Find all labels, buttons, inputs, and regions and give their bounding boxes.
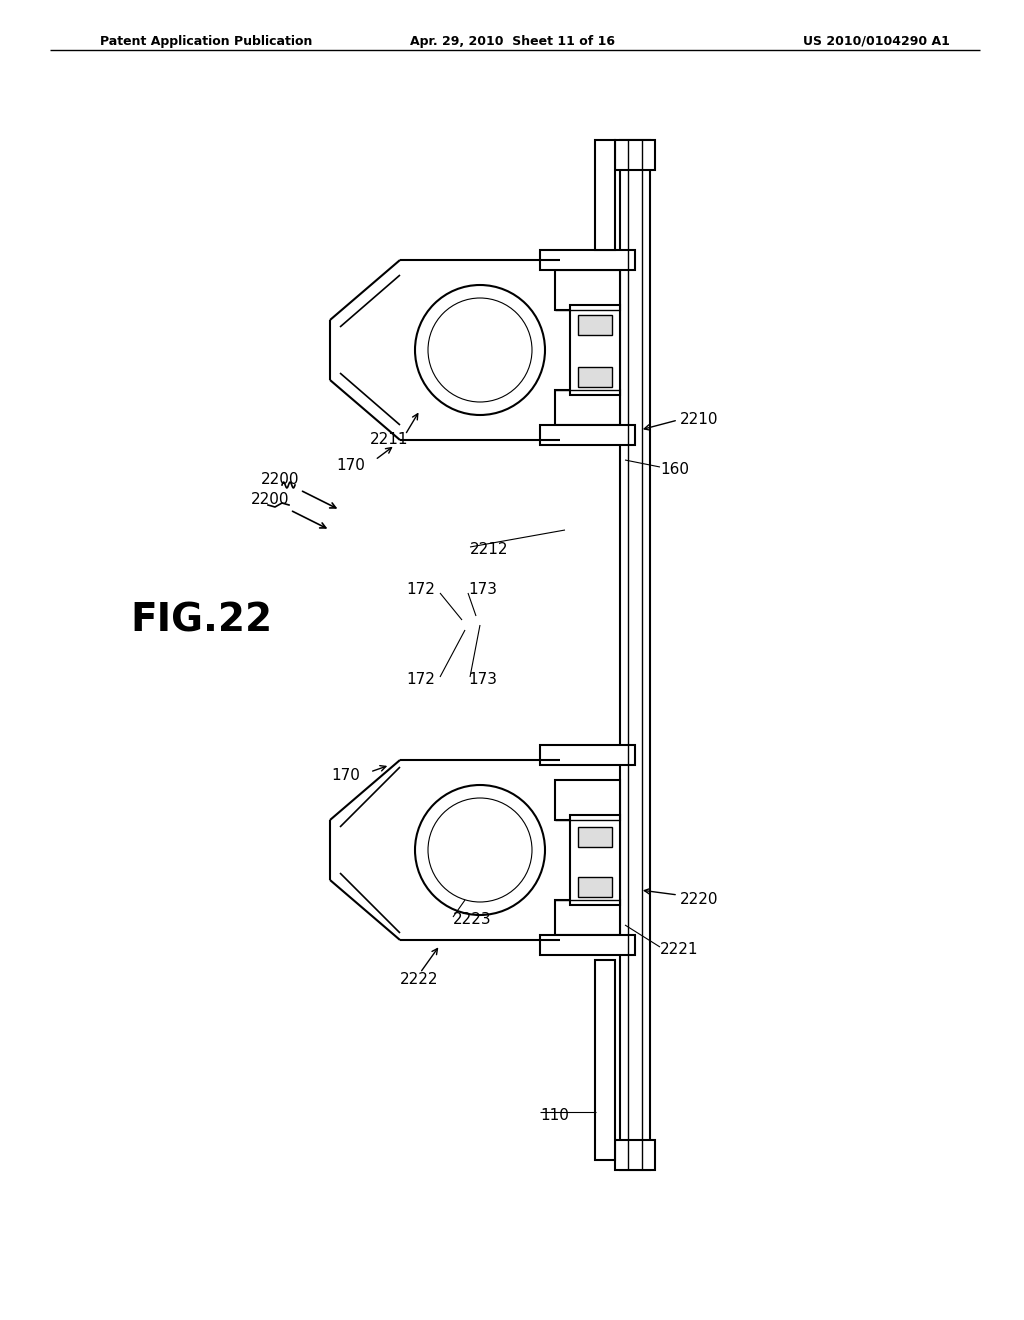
Text: 173: 173 bbox=[468, 582, 497, 598]
Bar bbox=[570, 305, 620, 395]
Bar bbox=[615, 1140, 655, 1170]
Text: 160: 160 bbox=[660, 462, 689, 478]
Bar bbox=[578, 367, 612, 387]
Text: 2200: 2200 bbox=[251, 492, 289, 507]
Bar bbox=[555, 389, 620, 425]
Bar bbox=[540, 935, 635, 954]
Text: 173: 173 bbox=[468, 672, 497, 688]
Bar bbox=[570, 814, 620, 906]
Text: 2211: 2211 bbox=[370, 433, 409, 447]
Text: 170: 170 bbox=[331, 767, 360, 783]
Text: 172: 172 bbox=[407, 582, 435, 598]
Text: Patent Application Publication: Patent Application Publication bbox=[100, 36, 312, 48]
Bar bbox=[578, 315, 612, 335]
Bar bbox=[578, 876, 612, 898]
Text: FIG.22: FIG.22 bbox=[130, 601, 272, 639]
Text: 2221: 2221 bbox=[660, 942, 698, 957]
Bar bbox=[540, 249, 635, 271]
Text: 110: 110 bbox=[540, 1107, 569, 1122]
Text: 172: 172 bbox=[407, 672, 435, 688]
Text: 2212: 2212 bbox=[470, 543, 509, 557]
Text: US 2010/0104290 A1: US 2010/0104290 A1 bbox=[803, 36, 950, 48]
Bar bbox=[615, 140, 655, 170]
Bar bbox=[555, 271, 620, 310]
Text: 2200: 2200 bbox=[261, 473, 299, 487]
Text: 2223: 2223 bbox=[453, 912, 492, 928]
Bar bbox=[595, 140, 615, 249]
Text: Apr. 29, 2010  Sheet 11 of 16: Apr. 29, 2010 Sheet 11 of 16 bbox=[410, 36, 614, 48]
Bar bbox=[555, 900, 620, 935]
Text: 170: 170 bbox=[336, 458, 365, 473]
Text: 2210: 2210 bbox=[680, 412, 719, 428]
Bar bbox=[540, 744, 635, 766]
Text: 2222: 2222 bbox=[400, 973, 438, 987]
Bar bbox=[555, 780, 620, 820]
Bar bbox=[578, 828, 612, 847]
Bar bbox=[620, 140, 650, 1170]
Text: 2220: 2220 bbox=[680, 892, 719, 908]
Bar bbox=[595, 960, 615, 1160]
Bar bbox=[540, 425, 635, 445]
